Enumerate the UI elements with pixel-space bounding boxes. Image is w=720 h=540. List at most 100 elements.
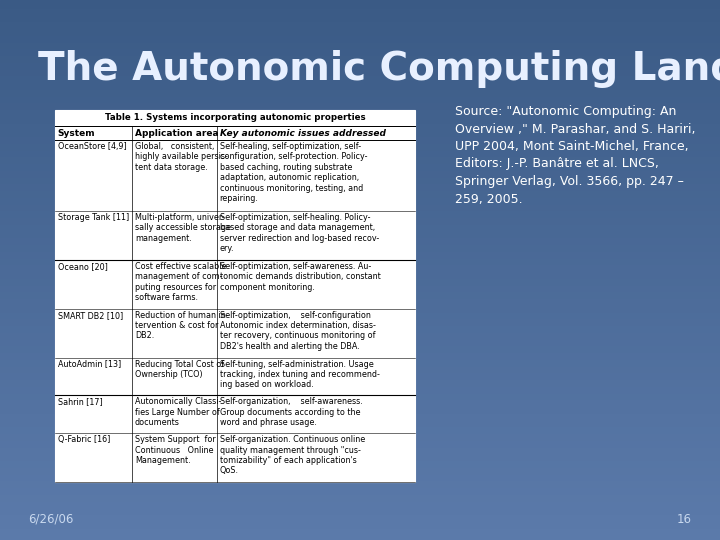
Bar: [0, 27, 720, 33]
Bar: [0, 94, 720, 102]
Bar: [0, 230, 720, 237]
Bar: [0, 183, 720, 189]
Bar: [0, 115, 720, 122]
Bar: [0, 378, 720, 384]
Text: Key autonomic issues addressed: Key autonomic issues addressed: [220, 129, 385, 138]
Bar: [0, 480, 720, 486]
Bar: [0, 168, 720, 176]
Text: Self-organization. Continuous online
quality management through "cus-
tomizabili: Self-organization. Continuous online qua…: [220, 435, 365, 475]
Bar: [0, 128, 720, 135]
Text: Self-optimization, self-awareness. Au-
tonomic demands distribution, constant
co: Self-optimization, self-awareness. Au- t…: [220, 262, 380, 292]
Bar: [0, 156, 720, 162]
Bar: [0, 122, 720, 128]
Bar: [55, 110, 415, 482]
Bar: [0, 249, 720, 256]
Bar: [0, 411, 720, 418]
Bar: [55, 110, 415, 482]
Text: Oceano [20]: Oceano [20]: [58, 262, 107, 271]
Text: Application area: Application area: [135, 129, 219, 138]
Text: SMART DB2 [10]: SMART DB2 [10]: [58, 310, 122, 320]
Bar: [0, 519, 720, 526]
Bar: [0, 500, 720, 507]
Bar: [0, 453, 720, 459]
Bar: [0, 507, 720, 513]
Bar: [0, 345, 720, 351]
Text: Self-optimization,    self-configuration
Autonomic index determination, disas-
t: Self-optimization, self-configuration Au…: [220, 310, 375, 351]
Text: Multi-platform, univer-
sally accessible storage
management.: Multi-platform, univer- sally accessible…: [135, 213, 231, 243]
Text: OceanStore [4,9]: OceanStore [4,9]: [58, 142, 126, 151]
Bar: [0, 6, 720, 14]
Bar: [0, 303, 720, 310]
Bar: [0, 492, 720, 500]
Bar: [0, 148, 720, 156]
Bar: [0, 526, 720, 534]
Bar: [0, 33, 720, 40]
Text: Self-tuning, self-administration. Usage
tracking, index tuning and recommend-
in: Self-tuning, self-administration. Usage …: [220, 360, 379, 389]
Bar: [0, 141, 720, 149]
Bar: [0, 438, 720, 445]
Bar: [0, 87, 720, 94]
Text: 6/26/06: 6/26/06: [28, 513, 73, 526]
Bar: [0, 135, 720, 141]
Bar: [0, 392, 720, 399]
Bar: [0, 324, 720, 330]
Bar: [0, 74, 720, 81]
Bar: [0, 317, 720, 324]
Bar: [0, 40, 720, 47]
Bar: [0, 384, 720, 391]
Bar: [0, 446, 720, 453]
Text: The Autonomic Computing Landscape: The Autonomic Computing Landscape: [38, 50, 720, 88]
Bar: [0, 162, 720, 168]
Text: Autonomically Classi-
fies Large Number of
documents: Autonomically Classi- fies Large Number …: [135, 397, 221, 427]
Bar: [0, 426, 720, 432]
Text: Reduction of human in-
tervention & cost for
DB2.: Reduction of human in- tervention & cost…: [135, 310, 228, 340]
Bar: [0, 102, 720, 108]
Bar: [0, 81, 720, 87]
Text: System: System: [58, 129, 95, 138]
Bar: [0, 68, 720, 74]
Text: Self-organization,    self-awareness.
Group documents according to the
word and : Self-organization, self-awareness. Group…: [220, 397, 362, 427]
Text: AutoAdmin [13]: AutoAdmin [13]: [58, 360, 121, 368]
Bar: [0, 243, 720, 249]
Bar: [0, 351, 720, 357]
Bar: [0, 20, 720, 27]
Bar: [0, 338, 720, 345]
Bar: [0, 270, 720, 276]
Text: System Support  for
Continuous   Online
Management.: System Support for Continuous Online Man…: [135, 435, 216, 465]
Bar: [0, 54, 720, 60]
Text: Self-healing, self-optimization, self-
configuration, self-protection. Policy-
b: Self-healing, self-optimization, self- c…: [220, 142, 367, 203]
Bar: [0, 534, 720, 540]
Bar: [0, 432, 720, 438]
Text: Source: "Autonomic Computing: An
Overview ," M. Parashar, and S. Hariri,
UPP 200: Source: "Autonomic Computing: An Overvie…: [455, 105, 696, 206]
Bar: [0, 209, 720, 216]
Bar: [0, 399, 720, 405]
Text: Q-Fabric [16]: Q-Fabric [16]: [58, 435, 110, 444]
Bar: [0, 472, 720, 480]
Bar: [0, 291, 720, 297]
Bar: [0, 263, 720, 270]
Bar: [0, 330, 720, 338]
Bar: [0, 237, 720, 243]
Bar: [0, 176, 720, 183]
Bar: [0, 465, 720, 472]
Bar: [0, 459, 720, 465]
Bar: [0, 372, 720, 378]
Bar: [0, 297, 720, 303]
Bar: [0, 486, 720, 492]
Text: Global,   consistent,
highly available persis-
tent data storage.: Global, consistent, highly available per…: [135, 142, 228, 172]
Bar: [0, 405, 720, 411]
Bar: [0, 189, 720, 195]
Text: Sahrin [17]: Sahrin [17]: [58, 397, 102, 406]
Bar: [0, 284, 720, 291]
Bar: [0, 195, 720, 202]
Bar: [0, 357, 720, 364]
Bar: [0, 0, 720, 6]
Bar: [0, 310, 720, 317]
Bar: [0, 47, 720, 54]
Bar: [0, 513, 720, 519]
Bar: [0, 222, 720, 230]
Text: Self-optimization, self-healing. Policy-
based storage and data management,
serv: Self-optimization, self-healing. Policy-…: [220, 213, 379, 253]
Bar: [0, 216, 720, 222]
Bar: [0, 60, 720, 68]
Bar: [0, 14, 720, 20]
